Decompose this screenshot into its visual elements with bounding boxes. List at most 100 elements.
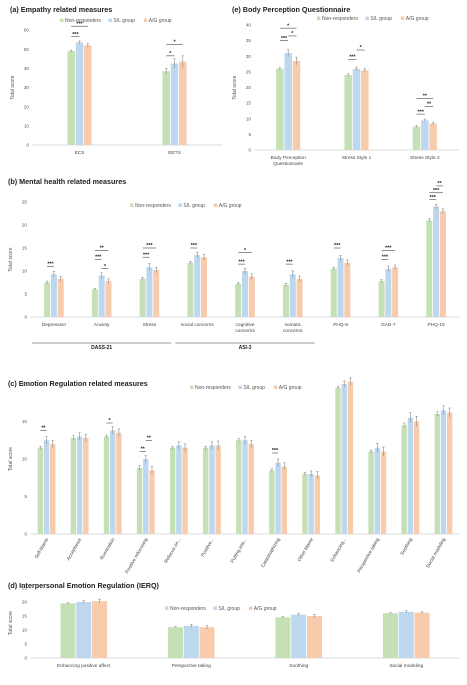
bar-non-responders: [282, 284, 289, 317]
significance-label: **: [437, 181, 442, 187]
x-category-label: Anxiety: [94, 322, 110, 328]
bar-non-responders: [434, 414, 440, 534]
significance-label: ***: [47, 262, 54, 268]
legend-swatch: [143, 18, 148, 22]
bar-ag-group: [182, 447, 188, 534]
bar-ag-group: [215, 445, 221, 534]
legend-swatch: [60, 18, 64, 22]
bar-sl-group: [146, 267, 153, 317]
bar-ag-group: [57, 278, 64, 317]
x-category-label: PHQ-9: [333, 322, 348, 328]
legend-label: S/L group: [218, 606, 240, 612]
legend-label: S/L group: [183, 203, 205, 209]
x-category-label: Soothing: [399, 537, 414, 557]
bar-ag-group: [414, 612, 430, 658]
x-category-label: Self-blame: [34, 537, 51, 560]
legend-swatch: [273, 385, 278, 389]
bar-sl-group: [341, 384, 347, 534]
chart-panel-d: (d) Interpersonal Emotion Regulation (IE…: [8, 581, 460, 669]
bar-ag-group: [347, 381, 354, 534]
legend-label: S/L group: [243, 385, 265, 391]
legend-label: S/L group: [370, 16, 392, 22]
bar-ag-group: [149, 470, 155, 534]
bar-sl-group: [109, 430, 116, 534]
legend-label: A/G group: [279, 385, 302, 391]
significance-label: *: [109, 418, 112, 424]
bar-ag-group: [50, 444, 56, 534]
bar-non-responders: [60, 603, 76, 658]
y-tick-label: 5: [24, 292, 27, 297]
bar-sl-group: [289, 274, 296, 317]
significance-label: ***: [238, 259, 245, 265]
x-category-label: Body Perception Questionnaire: [271, 155, 307, 167]
bar-sl-group: [209, 445, 215, 534]
x-category-label: GAD-7: [381, 322, 396, 328]
significance-label: ***: [334, 243, 341, 249]
y-tick-label: 50: [24, 47, 30, 52]
legend-label: Non-responders: [195, 385, 231, 391]
y-tick-label: 35: [246, 38, 252, 43]
significance-label: **: [147, 435, 152, 441]
bar-non-responders: [382, 613, 398, 658]
legend-label: Non-responders: [65, 18, 101, 24]
bar-non-responders: [91, 289, 98, 317]
legend-swatch: [400, 16, 405, 20]
bar-ag-group: [413, 421, 420, 534]
bar-non-responders: [235, 283, 242, 317]
x-category-label: Catastrophizing: [260, 537, 282, 569]
significance-label: ***: [281, 36, 288, 42]
y-tick-label: 15: [22, 246, 28, 251]
bar-ag-group: [248, 276, 255, 317]
bar-non-responders: [275, 617, 291, 658]
significance-label: ***: [430, 195, 437, 201]
y-tick-label: 10: [246, 116, 252, 121]
significance-label: **: [423, 94, 428, 100]
y-tick-label: 25: [22, 586, 28, 591]
significance-label: *: [360, 45, 363, 51]
legend-label: Non-responders: [170, 606, 206, 612]
bar-non-responders: [236, 440, 242, 534]
bar-ag-group: [92, 601, 108, 658]
y-axis-label: Total score: [232, 75, 238, 99]
bar-sl-group: [284, 53, 292, 150]
significance-label: *: [291, 31, 294, 37]
legend-swatch: [238, 385, 242, 389]
y-tick-label: 25: [22, 200, 28, 205]
bar-non-responders: [187, 262, 194, 317]
chart-panel-c: (c) Emotion Regulation related measures T…: [8, 377, 460, 575]
bar-sl-group: [76, 602, 92, 658]
significance-label: *: [173, 40, 176, 46]
x-category-label: Stress Style 2: [410, 155, 440, 161]
bar-ag-group: [281, 466, 287, 534]
legend-swatch: [165, 606, 169, 610]
bar-sl-group: [194, 254, 201, 317]
x-category-label: Positive...: [200, 537, 216, 558]
chart-title: (a) Empathy related measures: [10, 5, 112, 14]
bar-non-responders: [378, 281, 385, 317]
x-category-label: Perspective taking: [356, 537, 381, 574]
bar-sl-group: [43, 440, 50, 534]
y-tick-label: 5: [248, 132, 251, 137]
bar-sl-group: [242, 271, 248, 317]
bar-sl-group: [352, 68, 361, 150]
significance-label: **: [141, 447, 146, 453]
x-category-label: Social modeling: [389, 663, 423, 669]
bar-non-responders: [412, 126, 421, 150]
bar-non-responders: [167, 627, 183, 658]
legend-label: A/G group: [406, 16, 429, 22]
bar-ag-group: [201, 257, 208, 317]
bar-non-responders: [269, 470, 275, 534]
bar-ag-group: [344, 262, 351, 317]
bar-sl-group: [337, 258, 344, 317]
significance-label: ***: [76, 21, 83, 27]
significance-label: *: [104, 264, 107, 270]
bar-non-responders: [401, 425, 407, 534]
bar-non-responders: [37, 447, 44, 534]
bar-non-responders: [70, 438, 77, 534]
bar-sl-group: [183, 625, 199, 658]
significance-label: ***: [349, 55, 356, 61]
bar-non-responders: [44, 282, 51, 317]
y-tick-label: 0: [24, 315, 27, 320]
bar-sl-group: [75, 42, 84, 146]
legend-label: Non-responders: [322, 16, 358, 22]
